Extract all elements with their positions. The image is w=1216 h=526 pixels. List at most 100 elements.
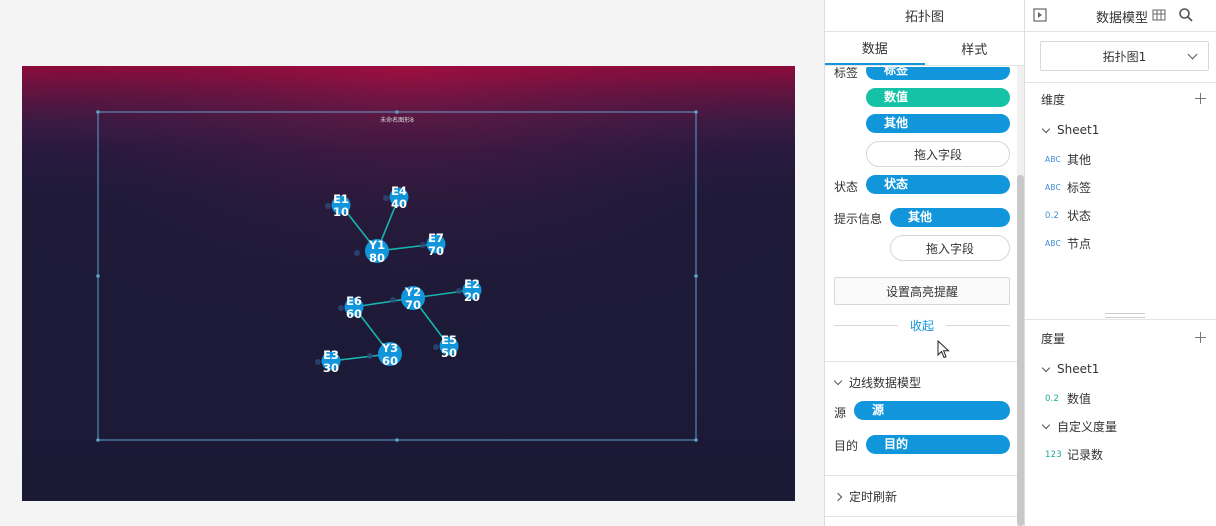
resize-handle-tr[interactable] — [694, 110, 698, 114]
node-circle[interactable] — [389, 187, 409, 207]
node-id-label: E1 — [333, 192, 349, 206]
scrollbar-thumb[interactable] — [1017, 175, 1024, 526]
tab-data[interactable]: 数据 — [825, 32, 925, 65]
node-shadow — [420, 242, 426, 248]
node-circle[interactable] — [401, 286, 425, 310]
add-dimension-icon[interactable] — [1195, 93, 1206, 104]
node-circle[interactable] — [331, 195, 351, 215]
custom-measure-label: 自定义度量 — [1057, 420, 1118, 434]
string-type-icon: ABC — [1045, 239, 1061, 248]
node-circle[interactable] — [462, 280, 482, 300]
dimension-sheet[interactable]: Sheet1 — [1041, 123, 1099, 137]
node-id-label: Y2 — [404, 285, 421, 299]
splitter-handle[interactable] — [1105, 313, 1145, 318]
node-circle[interactable] — [365, 239, 389, 263]
measure-sheet[interactable]: Sheet1 — [1041, 362, 1100, 376]
node-id-label: E3 — [323, 348, 339, 362]
add-measure-icon[interactable] — [1195, 332, 1206, 343]
chevron-down-icon — [833, 376, 843, 386]
label-pill-tag[interactable]: 标签 — [866, 67, 1010, 80]
collapse-link[interactable]: 收起 — [910, 318, 935, 333]
chevron-right-icon — [833, 492, 843, 501]
panel-title: 拓扑图 — [825, 0, 1024, 32]
dimension-field[interactable]: 0.2 状态 — [1045, 207, 1091, 224]
node-value-label: 30 — [323, 361, 339, 375]
selection-box[interactable]: 未命名图形8 — [96, 110, 698, 442]
custom-measure-group[interactable]: 自定义度量 — [1041, 418, 1118, 435]
tab-style[interactable]: 样式 — [961, 43, 988, 58]
table-icon[interactable] — [1152, 8, 1166, 22]
node-circle[interactable] — [321, 351, 341, 371]
dimension-field[interactable]: ABC 节点 — [1045, 235, 1091, 252]
tooltip-field-name: 提示信息 — [834, 212, 883, 226]
string-type-icon: ABC — [1045, 155, 1061, 164]
node-value-label: 70 — [428, 244, 444, 258]
resize-handle-b[interactable] — [395, 438, 399, 442]
number-type-icon: 0.2 — [1045, 210, 1060, 221]
resize-handle-br[interactable] — [694, 438, 698, 442]
field-name: 记录数 — [1067, 448, 1104, 462]
node-circle[interactable] — [426, 234, 446, 254]
chevron-down-icon — [1041, 420, 1051, 430]
state-pill[interactable]: 状态 — [866, 175, 1010, 194]
node-shadow — [354, 250, 360, 256]
field-name: 其他 — [1067, 153, 1092, 167]
data-model-header: 数据模型 — [1025, 0, 1216, 32]
dimension-field[interactable]: ABC 标签 — [1045, 179, 1091, 196]
source-pill[interactable]: 源 — [854, 401, 1010, 420]
field-name: 数值 — [1067, 392, 1092, 406]
resize-handle-t[interactable] — [395, 110, 399, 114]
dimension-field[interactable]: ABC 其他 — [1045, 151, 1091, 168]
node-shadow — [315, 359, 321, 365]
node-circle[interactable] — [378, 342, 402, 366]
highlight-rule-button[interactable]: 设置高亮提醒 — [834, 277, 1010, 305]
resize-handle-bl[interactable] — [96, 438, 100, 442]
node-shadow — [433, 344, 439, 350]
canvas-area[interactable]: 未命名图形8 E1 10 E4 40 Y1 80 E7 70 Y2 70 E2 20 E6 60 E5 50 Y… — [0, 0, 824, 526]
label-pill-other[interactable]: 其他 — [866, 114, 1010, 133]
label-drop-zone[interactable]: 拖入字段 — [866, 141, 1010, 167]
tooltip-drop-zone[interactable]: 拖入字段 — [890, 235, 1010, 261]
measure-sheet-label: Sheet1 — [1057, 362, 1100, 376]
collapse-panel-icon[interactable] — [1033, 8, 1047, 22]
node-value-label: 60 — [382, 354, 398, 368]
target-pill[interactable]: 目的 — [866, 435, 1010, 454]
data-model-panel: 数据模型 拓扑图1 维度 Sheet1 ABC 其他 — [1025, 0, 1216, 526]
field-name: 节点 — [1067, 237, 1092, 251]
resize-handle-tl[interactable] — [96, 110, 100, 114]
property-panel: 拓扑图 数据 样式 标签 标签 数值 其他 拖入字段 状态 状态 提示信息 其他… — [824, 0, 1025, 526]
edge-model-section[interactable]: 边线数据模型 — [833, 374, 922, 391]
tooltip-pill[interactable]: 其他 — [890, 208, 1010, 227]
label-pill-value[interactable]: 数值 — [866, 88, 1010, 107]
refresh-section[interactable]: 定时刷新 — [833, 488, 897, 505]
measure-field[interactable]: 0.2 数值 — [1045, 390, 1091, 407]
resize-handle-l[interactable] — [96, 274, 100, 278]
measure-field[interactable]: 123 记录数 — [1045, 446, 1103, 463]
resize-handle-r[interactable] — [694, 274, 698, 278]
dataset-select[interactable]: 拓扑图1 — [1040, 41, 1209, 71]
edge-model-title: 边线数据模型 — [849, 376, 922, 390]
stage-glow — [22, 66, 795, 501]
dashboard-stage[interactable]: 未命名图形8 E1 10 E4 40 Y1 80 E7 70 Y2 70 E2 20 E6 60 E5 50 Y… — [22, 66, 795, 501]
node-value-label: 50 — [441, 346, 457, 360]
topology-chart[interactable]: 未命名图形8 E110E440Y180E770Y270E220E660E550Y… — [22, 66, 795, 501]
node-circle[interactable] — [344, 297, 364, 317]
node-shadow — [456, 288, 462, 294]
target-field-name: 目的 — [834, 439, 859, 453]
search-icon[interactable] — [1178, 7, 1194, 23]
node-value-label: 60 — [346, 307, 362, 321]
field-name: 标签 — [1067, 181, 1092, 195]
node-circle[interactable] — [439, 336, 459, 356]
node-value-label: 70 — [405, 298, 421, 312]
